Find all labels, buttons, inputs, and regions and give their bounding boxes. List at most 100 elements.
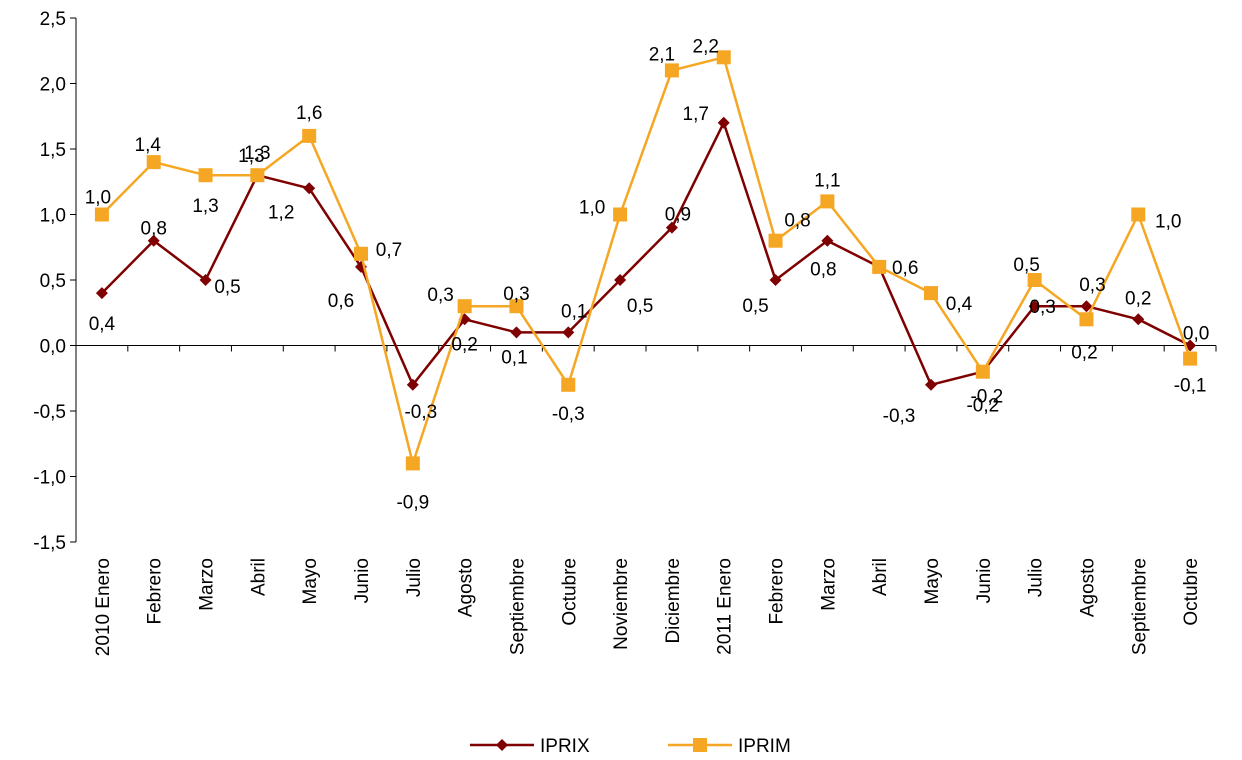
y-tick-label: 0,5 <box>40 271 66 292</box>
data-point <box>1080 300 1093 313</box>
data-point <box>768 233 783 248</box>
data-label: 0,2 <box>451 334 477 355</box>
x-tick-label: Junio <box>352 558 373 603</box>
data-point <box>199 274 212 286</box>
x-tick-label: Septiembre <box>507 558 528 655</box>
data-label: 1,0 <box>1155 212 1181 233</box>
data-point <box>147 234 160 247</box>
data-label: 0,0 <box>1183 324 1209 345</box>
y-tick-label: 1,0 <box>40 206 66 227</box>
data-point <box>716 50 731 65</box>
data-point <box>1132 313 1145 326</box>
legend-item-iprix: IPRIX <box>470 736 590 757</box>
x-tick-label: 2011 Enero <box>715 558 736 655</box>
data-point <box>1183 351 1198 366</box>
legend-label: IPRIX <box>540 736 590 757</box>
x-tick-label: Diciembre <box>663 558 684 644</box>
data-point <box>198 168 213 183</box>
data-point <box>405 456 420 471</box>
data-point <box>457 299 472 314</box>
data-point <box>769 274 782 286</box>
y-tick-label: 2,0 <box>40 75 66 96</box>
data-label: -0,3 <box>404 402 437 423</box>
data-label: 0,4 <box>946 294 973 315</box>
x-tick-label: Octubre <box>1181 558 1202 626</box>
x-tick-label: Marzo <box>197 558 218 611</box>
data-label: 0,5 <box>627 296 653 317</box>
y-tick-label: -1,5 <box>33 533 66 554</box>
data-point <box>872 259 887 274</box>
data-label: 1,6 <box>296 103 322 124</box>
data-label: 1,0 <box>579 198 605 219</box>
y-axis: -1,5 -1,0 -0,5 0,0 0,5 1,0 1,5 2,0 2,5 <box>33 9 77 554</box>
data-point <box>665 221 678 234</box>
x-tick-label: Julio <box>1026 558 1047 597</box>
data-point <box>975 364 990 379</box>
data-label: 1,0 <box>85 188 111 209</box>
data-label: 0,8 <box>810 260 836 281</box>
data-label: 0,5 <box>1013 255 1039 276</box>
x-tick-label: Febrero <box>145 558 166 625</box>
data-point <box>509 299 524 314</box>
x-tick-label: Abril <box>248 558 269 596</box>
data-label: 0,3 <box>427 285 453 306</box>
y-tick-label: 2,5 <box>40 9 66 30</box>
data-label: 2,2 <box>693 36 719 57</box>
data-label: -0,1 <box>1174 376 1207 397</box>
x-tick-label: Mayo <box>922 558 943 604</box>
data-label: 0,2 <box>1125 288 1151 309</box>
data-point <box>302 128 317 143</box>
y-tick-label: 1,5 <box>40 140 66 161</box>
x-tick-label: Mayo <box>300 558 321 604</box>
data-point <box>664 63 679 78</box>
x-tick-label: Octubre <box>559 558 580 626</box>
data-point <box>250 168 265 183</box>
data-point <box>821 234 834 247</box>
data-label: -0,3 <box>883 406 916 427</box>
data-label: 0,6 <box>328 291 354 312</box>
data-label: 1,3 <box>238 146 264 167</box>
legend-marker <box>496 739 508 751</box>
x-tick-label: Septiembre <box>1129 558 1150 655</box>
x-axis: 2010 Enero Febrero Marzo Abril Mayo Junio Juli… <box>75 345 1217 656</box>
data-point <box>406 378 419 391</box>
x-tick-label: Marzo <box>818 558 839 611</box>
data-point <box>1027 273 1042 287</box>
data-label: -0,2 <box>966 396 999 417</box>
data-label: 0,3 <box>1079 275 1105 296</box>
y-tick-label: -1,0 <box>33 468 66 489</box>
data-point <box>1131 207 1146 222</box>
series-line <box>101 121 1191 387</box>
data-point <box>95 287 108 300</box>
data-label: 0,1 <box>561 301 587 322</box>
data-point <box>354 246 368 261</box>
data-label: 0,1 <box>501 347 527 368</box>
legend: IPRIX IPRIM <box>470 736 791 757</box>
data-point <box>613 207 628 222</box>
x-tick-label: Abril <box>870 558 891 596</box>
data-point <box>925 378 937 391</box>
data-label: 0,4 <box>89 314 116 335</box>
data-label: 0,6 <box>892 258 918 279</box>
x-tick-label: Julio <box>404 558 425 597</box>
series-iprim <box>94 50 1198 471</box>
data-point <box>94 207 109 222</box>
data-point <box>1079 312 1094 327</box>
series-layer <box>94 50 1198 471</box>
data-point <box>510 326 523 339</box>
data-point <box>146 155 161 170</box>
data-point <box>614 274 627 286</box>
data-point <box>562 326 575 339</box>
y-tick-label: 0,0 <box>40 337 66 358</box>
y-tick-label: -0,5 <box>33 402 66 423</box>
legend-marker <box>693 738 707 752</box>
data-point <box>924 286 938 301</box>
data-labels: 0,4 0,8 0,5 1,3 1,2 0,6 -0,3 0,2 0,1 0,1 0,5 0,9 1,7… <box>85 36 1210 513</box>
data-label: 1,4 <box>135 135 162 156</box>
data-label: 1,2 <box>268 202 294 223</box>
data-label: 0,8 <box>784 211 810 232</box>
data-point <box>303 182 316 195</box>
series-line <box>101 56 1192 465</box>
data-label: -0,2 <box>970 387 1003 408</box>
